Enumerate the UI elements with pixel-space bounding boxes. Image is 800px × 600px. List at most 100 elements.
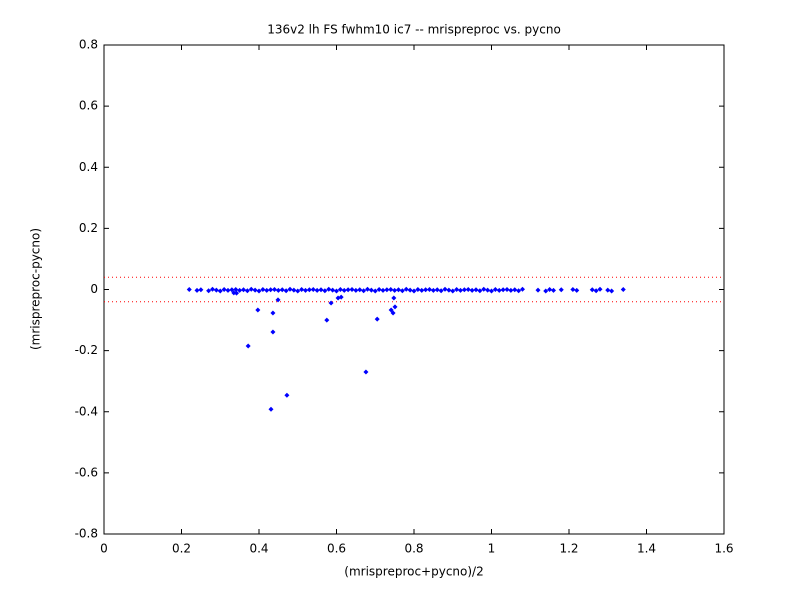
scatter-point [221,287,227,292]
scatter-point [454,287,460,292]
scatter-point [318,287,324,293]
scatter-point [558,287,564,293]
scatter-point [384,287,390,293]
scatter-point [504,287,510,292]
scatter-point [338,294,344,300]
scatter-point [473,287,479,293]
scatter-point [328,300,334,306]
scatter-point [469,287,475,293]
scatter-point [255,307,261,313]
scatter-point [609,288,615,294]
scatter-point [225,287,231,293]
scatter-point [512,287,518,293]
scatter-point [368,287,374,293]
y-axis-label: (mrispreproc-pycno) [29,228,43,350]
scatter-point [341,287,347,293]
scatter-point [353,287,359,293]
scatter-point [380,287,386,293]
scatter-point [349,287,355,292]
scatter-point [415,287,421,292]
scatter-point [465,287,471,292]
scatter-point [391,295,397,301]
scatter-point [376,287,382,292]
x-tick-label: 1.2 [559,542,578,556]
scatter-point [244,288,250,294]
scatter-point [206,288,212,294]
x-tick-label: 1.6 [714,542,733,556]
scatter-point [270,310,276,316]
scatter-point [233,287,239,292]
scatter-point [489,288,494,294]
scatter-point [481,286,487,292]
scatter-point [403,286,409,292]
scatter-point [492,287,498,292]
x-axis-label: (mrispreproc+pycno)/2 [344,565,483,579]
scatter-point [547,287,553,292]
scatter-point [450,288,456,294]
x-tick-label: 0.6 [327,542,346,556]
scatter-point [291,287,297,293]
scatter-point [345,287,351,293]
scatter-point [256,288,262,294]
scatter-point [407,287,413,293]
x-tick-label: 0.4 [249,542,268,556]
scatter-point [434,287,440,293]
scatter-point [217,288,223,294]
scatter-point [326,286,332,292]
x-tick-label: 0 [100,542,108,556]
scatter-point [303,287,308,293]
scatter-point [500,287,506,293]
scatter-point [543,288,549,294]
x-tick-label: 1.4 [637,542,656,556]
scatter-point [314,287,320,293]
scatter-point [260,287,266,292]
y-tick-label: 0.4 [79,160,98,174]
scatter-point [392,304,398,310]
scatter-point [516,288,522,294]
scatter-point [477,288,483,294]
y-tick-label: -0.8 [75,527,98,541]
scatter-point [337,287,343,292]
scatter-point [357,287,363,293]
scatter-point [275,287,281,293]
scatter-point [438,288,444,294]
scatter-point [198,287,204,293]
scatter-point [458,287,463,293]
scatter-point [241,287,246,293]
scatter-point [374,316,380,322]
scatter-point [268,287,274,293]
scatter-point [392,287,398,293]
scatter-point [324,317,330,323]
scatter-point [284,392,290,398]
chart-title: 136v2 lh FS fwhm10 ic7 -- mrispreproc vs… [267,23,561,37]
scatter-point [306,287,312,293]
scatter-point [330,287,336,293]
scatter-point [574,287,580,293]
x-tick-label: 0.8 [404,542,423,556]
scatter-point [427,287,432,292]
scatter-point [363,369,369,375]
scatter-point [390,310,396,316]
y-tick-label: 0.8 [79,38,98,52]
scatter-point [310,287,316,292]
scatter-point [322,288,328,294]
scatter-point [593,288,599,294]
scatter-point [283,288,289,294]
scatter-point [365,286,370,292]
scatter-point [461,287,467,293]
scatter-point [237,287,243,293]
scatter-point [446,287,452,293]
y-tick-label: 0.6 [79,99,98,113]
scatter-point [396,287,401,293]
scatter-point [388,287,394,292]
y-tick-label: -0.2 [75,343,98,357]
scatter-point [295,288,301,294]
scatter-point [423,287,429,293]
scatter-point [234,290,240,296]
x-tick-label: 1 [488,542,496,556]
scatter-point [268,406,274,412]
scatter-point [496,287,502,293]
y-tick-label: -0.6 [75,465,98,479]
scatter-point [430,287,436,293]
